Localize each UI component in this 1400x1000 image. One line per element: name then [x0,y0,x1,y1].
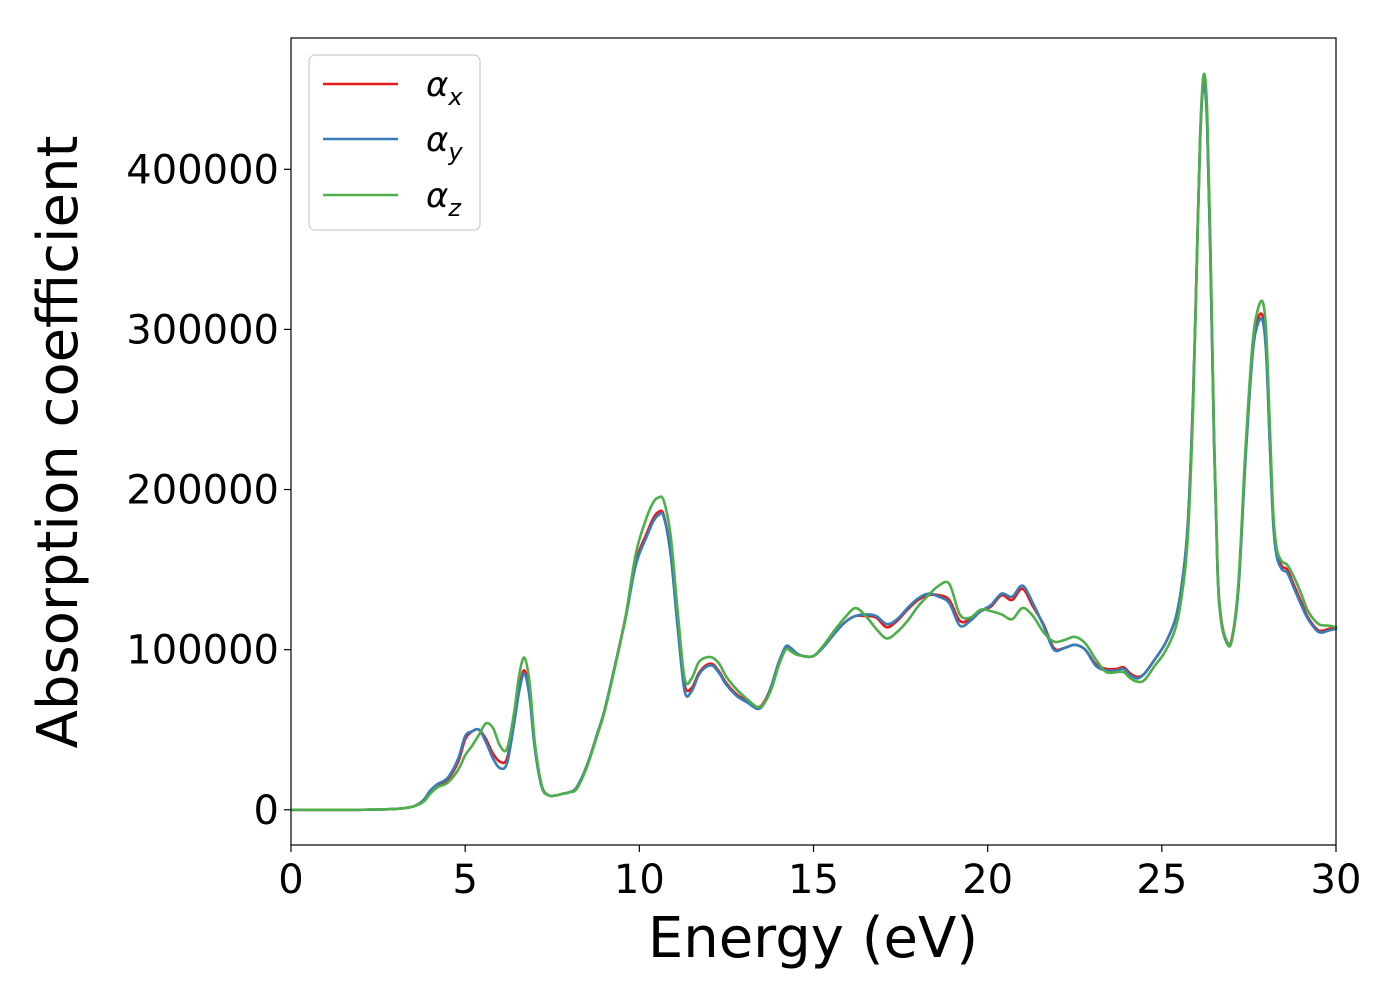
series-group [289,72,1338,812]
y-ticks: 0 100000 200000 300000 400000 [126,147,291,834]
y-tick-label: 100000 [126,628,279,674]
legend-label-main: α [426,176,448,216]
series-line-z [289,72,1338,812]
y-axis-label: Absorption coefficient [26,136,91,749]
x-tick-label: 0 [278,857,303,903]
y-tick-label: 0 [254,788,279,834]
x-ticks: 0 5 10 15 20 25 30 [278,845,1361,903]
x-tick-label: 20 [962,857,1013,903]
x-tick-label: 30 [1311,857,1362,903]
legend-label-main: α [426,65,448,105]
x-tick-label: 5 [452,857,477,903]
x-axis-label-text: Energy (eV) [648,906,978,971]
legend-label-x: αx [426,65,463,111]
x-tick-label: 15 [788,857,839,903]
x-axis-label: Energy (eV) [648,906,978,971]
y-tick-label: 300000 [126,307,279,353]
legend-label-subscript: y [447,138,463,166]
y-tick-label: 200000 [126,468,279,514]
y-axis-label-text: Absorption coefficient [26,136,91,749]
legend-box [308,54,481,231]
legend-label-z: αz [426,176,462,222]
x-tick-label: 10 [614,857,665,903]
x-tick-label: 25 [1136,857,1187,903]
legend-label-subscript: x [447,83,463,111]
legend-label-main: α [426,120,448,160]
legend-label-subscript: z [447,194,462,222]
plot-frame [290,37,1337,846]
y-tick-label: 400000 [126,147,279,193]
legend-label-y: αy [426,120,463,166]
